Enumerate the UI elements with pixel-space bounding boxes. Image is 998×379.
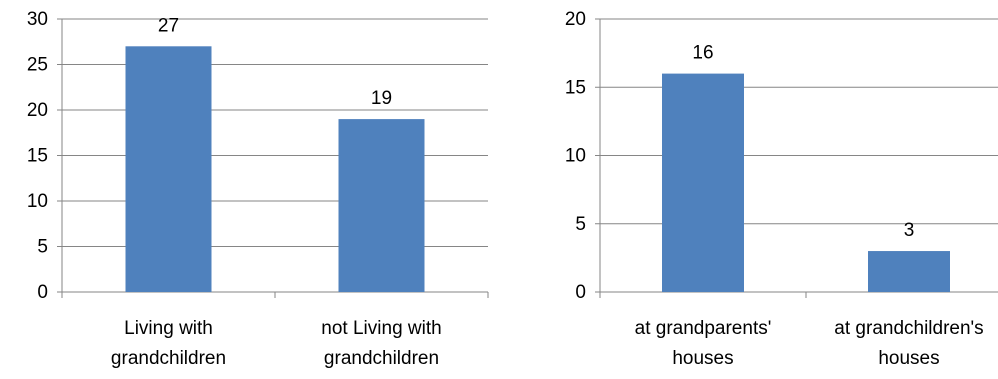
bar	[662, 73, 744, 292]
y-tick-label: 15	[565, 77, 586, 98]
y-tick-label: 5	[575, 214, 586, 235]
y-tick-label: 15	[27, 146, 48, 167]
x-category-label: at grandparents'	[635, 318, 772, 339]
data-label: 16	[692, 43, 713, 64]
y-tick-label: 20	[27, 100, 48, 121]
chart-1: 0 5 10 15 20 25 30 27 Living with grandchildren 19…	[27, 9, 489, 369]
y-tick-label: 0	[575, 282, 586, 303]
data-label: 27	[158, 15, 179, 36]
y-tick-label: 30	[27, 9, 48, 30]
chart-2: 0 5 10 15 20 16 at grandparents' houses 3 at gran…	[565, 9, 998, 369]
x-category-label: grandchildren	[111, 348, 226, 369]
y-tick-label: 20	[565, 9, 586, 30]
x-category-label: Living with	[124, 318, 213, 339]
data-label: 3	[904, 220, 915, 241]
x-category-label: houses	[878, 348, 939, 369]
y-tick-label: 25	[27, 55, 48, 76]
x-category-label: grandchildren	[324, 348, 439, 369]
bar	[125, 46, 212, 292]
x-category-label: not Living with	[321, 318, 441, 339]
y-tick-label: 10	[565, 146, 586, 167]
y-tick-label: 10	[27, 191, 48, 212]
bar	[868, 251, 950, 292]
x-category-label: houses	[672, 348, 733, 369]
bar	[338, 119, 425, 292]
y-tick-label: 5	[37, 237, 48, 258]
y-tick-label: 0	[37, 282, 48, 303]
data-label: 19	[371, 88, 392, 109]
x-category-label: at grandchildren's	[834, 318, 983, 339]
